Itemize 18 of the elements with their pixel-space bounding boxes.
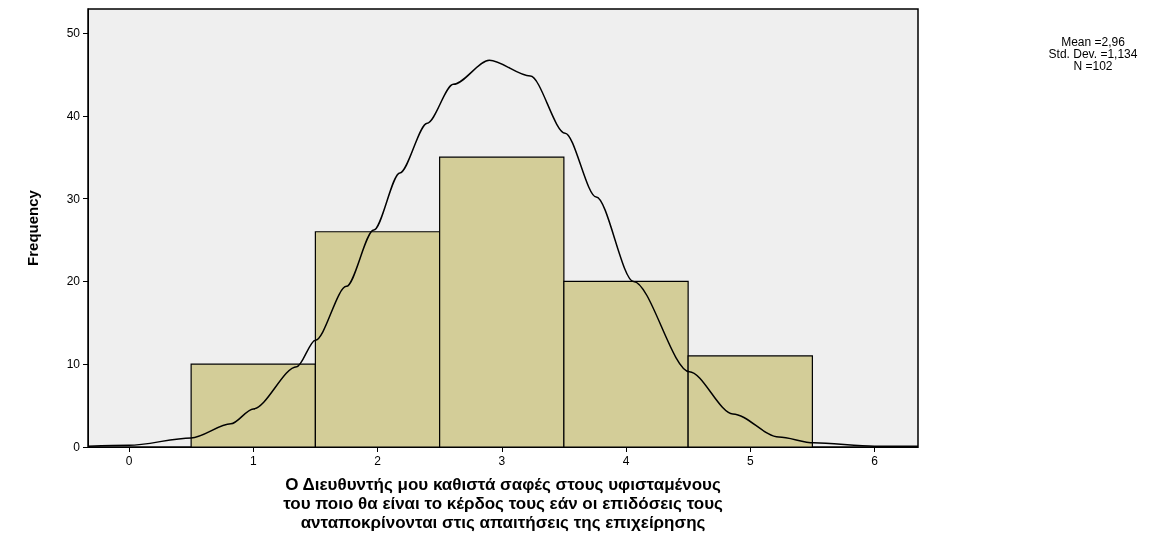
x-axis-title: Ο Διευθυντής μου καθιστά σαφές στους υφισταμένους του ποιο θα είναι το κέρδος τους εάν οι επιδόσεις τους ανταποκρίνονται στις απαιτήσεις της επιχείρησης bbox=[283, 475, 724, 532]
text: N =102 bbox=[1073, 59, 1113, 73]
y-tick-label: 50 bbox=[66, 26, 81, 41]
x-tick-label: 1 bbox=[249, 454, 257, 468]
y-tick-label: 40 bbox=[66, 108, 81, 123]
text: Mean =2,96 bbox=[1061, 35, 1126, 49]
x-tick-label: 2 bbox=[374, 454, 382, 468]
y-tick-label: 0 bbox=[73, 440, 81, 454]
x-tick-label: 0 bbox=[125, 454, 133, 468]
x-tick-label: 3 bbox=[498, 454, 506, 468]
y-axis-title: Frequency bbox=[24, 189, 41, 266]
x-tick-label: 5 bbox=[746, 454, 754, 468]
y-tick-label: 20 bbox=[66, 274, 81, 289]
x-tick-label: 6 bbox=[871, 454, 879, 468]
text: Std. Dev. =1,134 bbox=[1048, 47, 1138, 61]
x-tick-label: 4 bbox=[622, 454, 630, 468]
y-tick-label: 10 bbox=[66, 357, 81, 372]
y-tick-label: 30 bbox=[66, 191, 81, 206]
